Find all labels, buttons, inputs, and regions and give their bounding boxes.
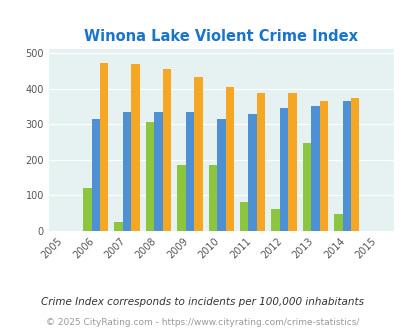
Bar [162,69,171,231]
Bar [333,214,342,231]
Bar [131,64,139,231]
Bar [194,77,202,231]
Bar [145,122,154,231]
Bar [279,108,288,231]
Text: © 2025 CityRating.com - https://www.cityrating.com/crime-statistics/: © 2025 CityRating.com - https://www.city… [46,318,359,327]
Bar [208,165,217,231]
Bar [123,112,131,231]
Bar [239,202,248,231]
Bar [271,209,279,231]
Bar [114,222,123,231]
Bar [248,114,256,231]
Bar [310,107,319,231]
Bar [288,93,296,231]
Bar [225,87,233,231]
Title: Winona Lake Violent Crime Index: Winona Lake Violent Crime Index [84,29,357,44]
Bar [185,112,194,231]
Bar [350,98,358,231]
Bar [342,101,350,231]
Bar [154,112,162,231]
Bar [177,165,185,231]
Bar [319,101,327,231]
Bar [91,119,100,231]
Bar [100,63,108,231]
Bar [302,143,310,231]
Bar [217,119,225,231]
Bar [83,188,91,231]
Bar [256,93,265,231]
Text: Crime Index corresponds to incidents per 100,000 inhabitants: Crime Index corresponds to incidents per… [41,297,364,307]
